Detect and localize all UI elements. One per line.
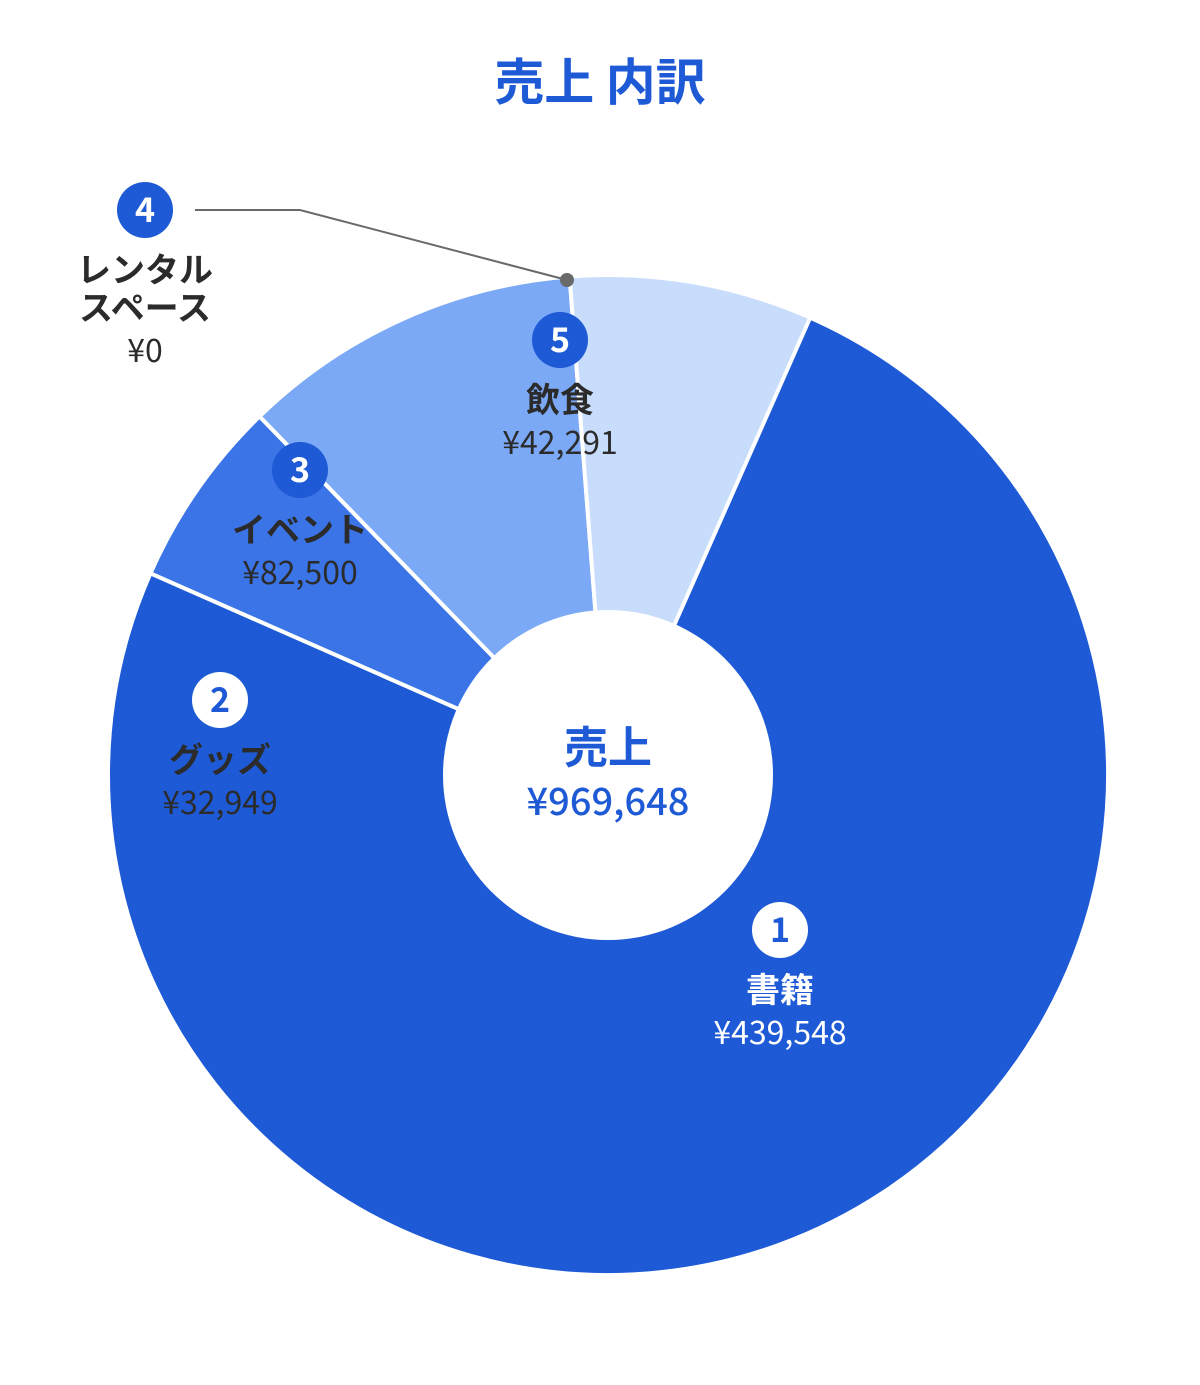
- slice-label: グッズ: [169, 733, 271, 782]
- slice-value: ¥0: [127, 326, 163, 372]
- rank-number: 1: [770, 903, 790, 952]
- slice-label: 飲食: [526, 373, 594, 422]
- chart-title: 売上 内訳: [494, 43, 705, 115]
- sales-breakdown-donut-chart: 売上 内訳 1 書籍¥439,548 2 グッズ¥32,949 3 イベント¥82,500…: [0, 0, 1200, 1385]
- slice-value: ¥32,949: [162, 778, 277, 824]
- leader-line: [195, 210, 567, 280]
- slice-label-group: 4レンタルスペース¥0: [77, 182, 213, 372]
- slice-label: スペース: [79, 281, 211, 330]
- chart-page: 売上 内訳 1 書籍¥439,548 2 グッズ¥32,949 3 イベント¥82,500…: [0, 0, 1200, 1385]
- rank-number: 5: [550, 313, 570, 362]
- center-label: 売上: [564, 712, 652, 776]
- rank-number: 2: [210, 673, 230, 722]
- leader-lines: [195, 210, 574, 287]
- slice-label: 書籍: [746, 963, 814, 1012]
- rank-number: 4: [135, 183, 155, 232]
- slice-value: ¥42,291: [502, 418, 617, 464]
- rank-number: 3: [290, 443, 310, 492]
- slice-label: イベント: [232, 503, 368, 552]
- center-value: ¥969,648: [527, 771, 690, 826]
- slice-value: ¥82,500: [242, 548, 357, 594]
- slice-value: ¥439,548: [713, 1008, 846, 1054]
